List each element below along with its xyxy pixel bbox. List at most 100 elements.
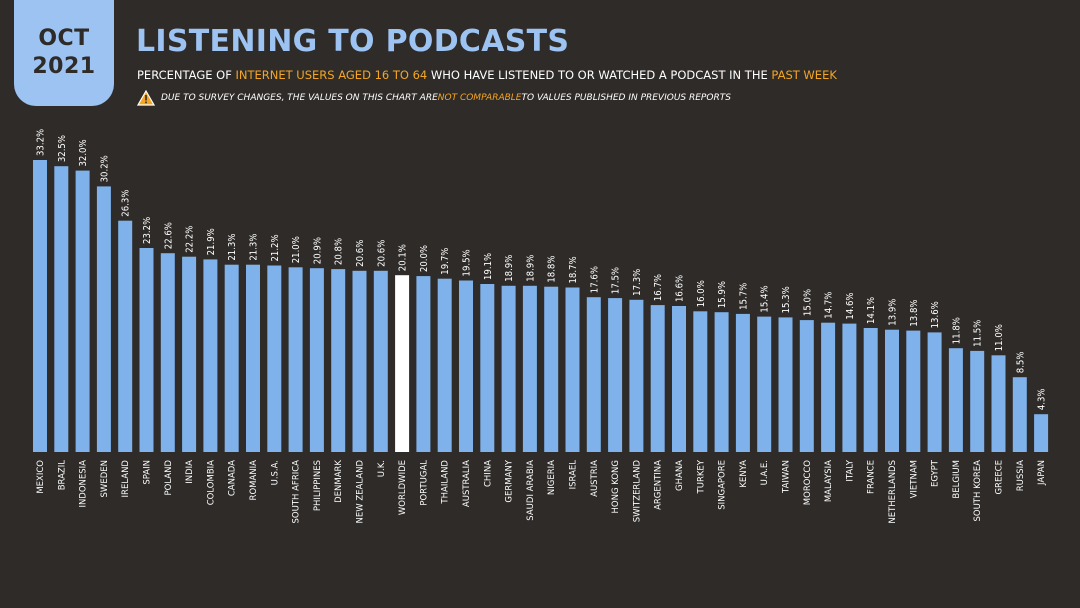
category-label: FRANCE (867, 460, 877, 494)
bar-u-a-e (757, 316, 772, 452)
value-label: 16.0% (696, 280, 707, 307)
bar-new-zealand (352, 270, 367, 452)
value-label: 17.5% (611, 267, 622, 294)
value-label: 11.5% (973, 320, 984, 347)
category-label: SAUDI ARABIA (526, 460, 536, 521)
value-label: 21.2% (270, 234, 281, 261)
value-label: 15.3% (781, 286, 792, 313)
value-label: 20.9% (312, 237, 323, 264)
category-label: BRAZIL (57, 460, 67, 491)
value-label: 21.3% (249, 234, 260, 261)
category-label: DENMARK (334, 460, 344, 503)
category-label: JAPAN (1037, 460, 1047, 486)
category-label: RUSSIA (1016, 460, 1026, 491)
bar-poland (160, 253, 175, 452)
value-label: 15.4% (760, 285, 771, 312)
category-label: SINGAPORE (718, 460, 728, 510)
value-label: 14.7% (824, 292, 835, 319)
bar-australia (459, 280, 473, 452)
value-label: 13.8% (909, 299, 920, 326)
value-label: 33.2% (36, 129, 47, 156)
category-label: COLOMBIA (206, 460, 216, 505)
bar-china (480, 284, 495, 452)
bar-france (863, 328, 878, 452)
category-label: U.K. (377, 460, 387, 477)
bar-morocco (799, 320, 814, 452)
category-label: NIGERIA (547, 460, 557, 495)
value-label: 13.9% (888, 299, 899, 326)
value-label: 19.5% (462, 249, 473, 276)
value-label: 22.6% (163, 222, 174, 249)
category-label: INDONESIA (79, 460, 89, 508)
category-label: SWEDEN (100, 460, 110, 497)
category-label: AUSTRALIA (462, 460, 472, 507)
bar-u-k (373, 270, 388, 452)
bar-thailand (437, 278, 452, 452)
value-label: 11.8% (951, 317, 962, 344)
value-label: 18.9% (504, 255, 515, 282)
value-label: 15.0% (802, 289, 813, 316)
bar-israel (565, 287, 580, 452)
value-label: 20.1% (398, 244, 409, 271)
bar-nigeria (544, 286, 559, 452)
value-label: 32.0% (78, 139, 89, 166)
bar-malaysia (821, 322, 836, 452)
bar-indonesia (75, 170, 90, 452)
bar-japan (1034, 414, 1049, 452)
category-label: MEXICO (36, 460, 46, 494)
category-label: GHANA (675, 460, 685, 491)
category-label: SOUTH KOREA (973, 460, 983, 522)
category-label: EGYPT (931, 459, 941, 487)
category-label: AUSTRIA (590, 460, 600, 497)
value-label: 21.9% (206, 228, 217, 255)
bar-mexico (33, 160, 47, 452)
value-label: 32.5% (57, 135, 68, 162)
value-label: 16.7% (653, 274, 664, 301)
value-label: 11.0% (994, 324, 1005, 351)
category-label: THAILAND (441, 460, 451, 505)
bar-worldwide (395, 275, 410, 452)
value-label: 30.2% (99, 155, 110, 182)
survey-note: DUE TO SURVEY CHANGES, THE VALUES ON THI… (137, 90, 731, 106)
bar-ireland (118, 220, 133, 452)
value-label: 17.6% (589, 266, 600, 293)
value-label: 21.3% (227, 234, 238, 261)
bar-greece (991, 355, 1006, 452)
bar-belgium (948, 348, 963, 452)
bar-argentina (650, 305, 665, 452)
category-label: WORLDWIDE (398, 460, 408, 515)
category-label: HONG KONG (611, 460, 621, 513)
category-label: INDIA (185, 460, 195, 484)
chart-subtitle: PERCENTAGE OF INTERNET USERS AGED 16 TO … (137, 68, 837, 82)
value-label: 20.0% (419, 245, 430, 272)
bar-egypt (927, 332, 942, 452)
value-label: 19.1% (483, 253, 494, 280)
bar-denmark (331, 269, 346, 452)
note-part-1: DUE TO SURVEY CHANGES, THE VALUES ON THI… (161, 93, 438, 103)
category-label: POLAND (164, 460, 174, 496)
bar-romania (246, 264, 260, 452)
bar-vietnam (906, 330, 921, 452)
value-label: 17.3% (632, 269, 643, 296)
category-label: U.A.E. (760, 460, 770, 485)
category-label: BELGIUM (952, 460, 962, 499)
value-label: 14.1% (866, 297, 877, 324)
category-label: U.S.A. (270, 460, 280, 485)
bar-canada (224, 264, 239, 452)
value-label: 20.8% (334, 238, 345, 265)
category-label: VIETNAM (909, 460, 919, 498)
category-label: PORTUGAL (419, 460, 429, 506)
bar-netherlands (885, 329, 899, 452)
category-label: ARGENTINA (654, 460, 664, 510)
bar-kenya (735, 313, 750, 452)
category-label: TAIWAN (782, 460, 792, 494)
bar-portugal (416, 276, 431, 452)
value-label: 20.6% (376, 240, 387, 267)
subtitle-highlight-2: PAST WEEK (771, 68, 837, 82)
bar-india (182, 256, 197, 452)
bar-brazil (54, 166, 69, 452)
value-label: 4.3% (1037, 388, 1048, 410)
bar-ghana (672, 306, 686, 452)
category-label: SPAIN (143, 460, 153, 485)
